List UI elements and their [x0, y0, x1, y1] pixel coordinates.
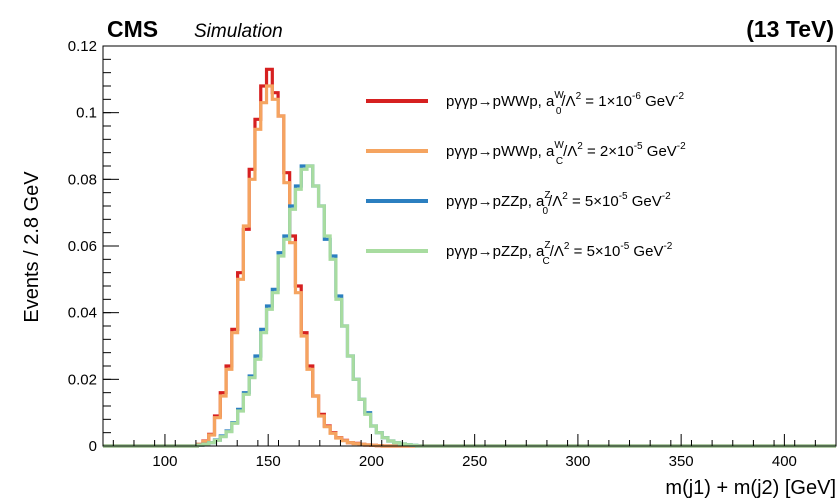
x-tick-label: 100: [152, 453, 177, 470]
experiment-label: CMS: [107, 16, 158, 42]
series-line-3: [103, 164, 836, 448]
legend-entry-0: pγγp→pWWp, aW 0/Λ2 = 1×10-6 GeV-2: [446, 90, 684, 117]
x-tick-label: 350: [669, 453, 694, 470]
status-label: Simulation: [194, 21, 283, 42]
y-axis-label: Events / 2.8 GeV: [21, 171, 43, 323]
legend: pγγp→pWWp, aW 0/Λ2 = 1×10-6 GeV-2 pγγp→pWW…: [366, 90, 686, 267]
x-tick-label: 200: [359, 453, 384, 470]
x-tick-label: 300: [565, 453, 590, 470]
x-tick-label: 250: [462, 453, 487, 470]
axes: 0 0.02 0.04 0.06 0.08 0.1 0.12 100 150 200 250 300 3…: [68, 38, 837, 470]
y-tick-label: 0.1: [76, 105, 97, 122]
plot-area: [103, 67, 836, 448]
y-tick-label: 0.08: [68, 171, 97, 188]
legend-entry-3: pγγp→pZZp, aZ C/Λ2 = 5×10-5 GeV-2: [446, 240, 673, 267]
series-line-1: [103, 84, 836, 448]
legend-entry-2: pγγp→pZZp, aZ 0/Λ2 = 5×10-5 GeV-2: [446, 190, 671, 217]
x-tick-label: 400: [772, 453, 797, 470]
y-tick-label: 0.12: [68, 38, 97, 55]
y-tick-label: 0: [89, 438, 97, 455]
x-axis-label: m(j1) + m(j2) [GeV]: [665, 477, 836, 499]
y-tick-label: 0.06: [68, 238, 97, 255]
legend-entry-1: pγγp→pWWp, aW C/Λ2 = 2×10-5 GeV-2: [446, 140, 686, 167]
y-tick-label: 0.02: [68, 371, 97, 388]
y-tick-label: 0.04: [68, 305, 97, 322]
x-tick-label: 150: [256, 453, 281, 470]
energy-label: (13 TeV): [746, 16, 834, 42]
